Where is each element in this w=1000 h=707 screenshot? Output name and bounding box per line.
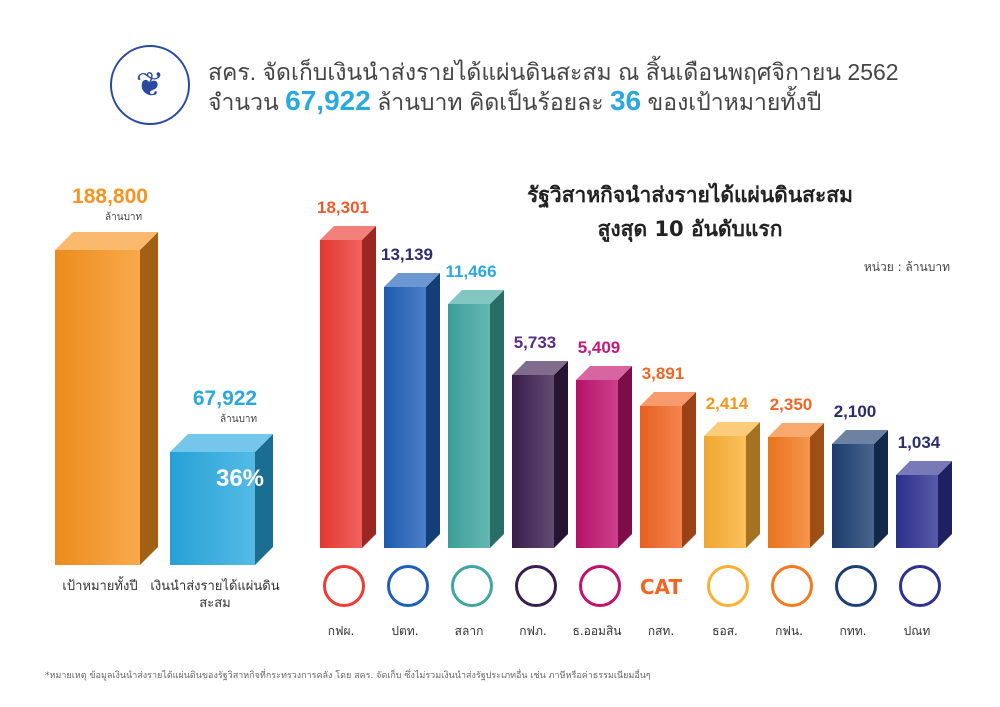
bar-side [810,423,824,548]
company-bar [896,460,952,548]
ghb-logo-icon [707,565,749,607]
bar-front [170,451,255,565]
bar-side [746,421,760,548]
pea-logo-icon [515,565,557,607]
cat-logo-icon: CAT [639,575,683,599]
headline-amount: 67,922 [285,85,371,116]
chart-title-line1: รัฐวิสาหกิจนำส่งรายได้แผ่นดินสะสม [527,183,853,207]
company-bar [704,421,760,548]
target-bar [170,433,273,565]
bar-value-label: 3,891 [641,363,685,383]
bar-unit-label: ล้านบาท [105,212,143,223]
bar-value-label: 1,034 [897,432,941,452]
thailand-post-logo-icon [899,565,941,607]
company-label: ธ.ออมสิน [572,624,622,638]
bar-value-label: 2,414 [705,393,749,413]
company-label: ธอส. [712,624,738,638]
bar-unit-label: ล้านบาท [220,413,258,425]
bar-front [448,303,490,548]
bar-value-label: 18,301 [317,197,369,217]
bar-front [512,375,554,548]
bar-front [832,443,874,548]
bar-front [704,435,746,548]
bar-side [362,225,376,548]
company-label: ปตท. [391,624,419,638]
chart-title-line2: สูงสุด 10 อันดับแรก [597,217,783,241]
company-bar [768,423,824,548]
company-bar [320,225,376,548]
bar-side [140,232,158,565]
bar-side [938,460,952,548]
pat-logo-icon [835,565,877,607]
mea-logo-icon [771,565,813,607]
headline-line1: สคร. จัดเก็บเงินนำส่งรายได้แผ่นดินสะสม ณ… [208,59,899,85]
percent-label: 36% [215,465,265,492]
bar-front [576,380,618,548]
company-bar [576,366,632,548]
bar-category-label: เงินนำส่งรายได้แผ่นดินสะสม [150,579,280,611]
target-bar [55,232,158,565]
bar-side [682,391,696,548]
headline-text: จำนวน [208,89,279,115]
bar-side [618,366,632,548]
footnote: *หมายเหตุ ข้อมูลเงินนำส่งรายได้แผ่นดินขอ… [45,671,651,681]
bar-value-label: 13,139 [381,244,433,264]
company-label: กฟน. [775,624,803,638]
unit-label: หน่วย : ล้านบาท [863,260,950,274]
glo-logo-icon [451,565,493,607]
bar-side [255,433,273,565]
company-label: ปณท [903,624,931,638]
company-label: สลาก [454,624,484,638]
company-bar [512,361,568,548]
bar-side [426,272,440,548]
bar-front [768,437,810,548]
chart-title: รัฐวิสาหกิจนำส่งรายได้แผ่นดินสะสม สูงสุด… [470,178,910,246]
headline-text: ของเป้าหมายทั้งปี [647,89,822,115]
bar-side [490,289,504,548]
headline-text: ล้านบาท คิดเป็นร้อยละ [377,89,604,115]
company-label: กทท. [839,624,867,638]
bar-value-label: 5,733 [513,333,557,353]
company-label: กฟผ. [327,624,355,638]
bar-value-label: 2,100 [833,401,877,421]
bar-front [896,474,938,548]
bar-value-label: 5,409 [577,338,621,358]
bar-value-label: 11,466 [445,261,497,281]
gsb-logo-icon [579,565,621,607]
headline-percent: 36 [609,85,642,116]
sepo-logo-icon: ❦ [110,45,190,125]
bar-value-label: 67,922 [192,386,258,410]
bar-front [320,239,362,548]
bar-front [384,286,426,548]
bar-front [55,250,140,565]
company-label: กฟภ. [519,624,547,638]
egat-logo-icon [323,565,365,607]
bar-value-label: 2,350 [769,395,813,415]
company-bar [448,289,504,548]
company-bar [832,429,888,548]
ptt-logo-icon [387,565,429,607]
bar-value-label: 188,800 [72,185,148,208]
bar-top [55,232,158,250]
company-bar [384,272,440,548]
bar-front [640,405,682,548]
bar-category-label: เป้าหมายทั้งปี [62,579,138,594]
company-label: กสท. [647,624,675,638]
company-bar [640,391,696,548]
headline-line2: จำนวน 67,922 ล้านบาท คิดเป็นร้อยละ 36 ขอ… [208,85,821,121]
bar-top [170,433,273,452]
bar-side [554,361,568,548]
